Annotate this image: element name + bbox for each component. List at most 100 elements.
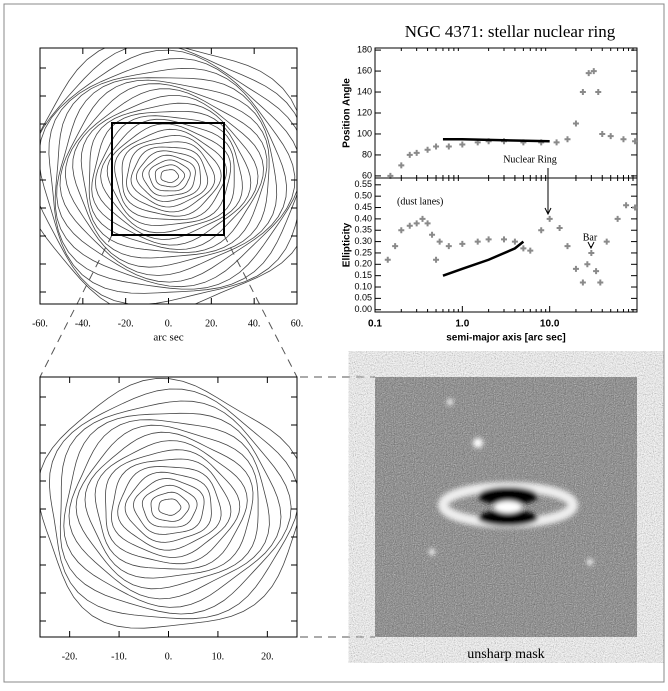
data-cross xyxy=(398,227,405,234)
contour-line xyxy=(40,49,297,294)
x-tick-label: 20. xyxy=(261,651,274,662)
plot-frame xyxy=(39,47,298,305)
annotation: (dust lanes) xyxy=(397,196,443,207)
x-tick-label: -40. xyxy=(75,318,91,329)
y-tick-label: 0.55 xyxy=(354,179,372,189)
data-cross xyxy=(572,120,579,127)
contour-line xyxy=(59,79,278,276)
x-axis-label: semi-major axis [arc sec] xyxy=(446,333,566,344)
contour-line xyxy=(91,111,252,246)
y-tick-label: 60 xyxy=(362,170,372,180)
x-tick-label: -60. xyxy=(32,318,48,329)
data-cross xyxy=(413,149,420,156)
y-tick-label: 0.50 xyxy=(354,191,372,201)
data-cross xyxy=(398,162,405,169)
contour-line xyxy=(126,141,216,213)
data-cross xyxy=(603,238,610,245)
y-tick-label: 0.05 xyxy=(354,293,372,303)
data-cross xyxy=(607,133,614,140)
contour-line xyxy=(80,95,264,253)
data-cross xyxy=(436,238,443,245)
data-cross xyxy=(538,227,545,234)
y-tick-label: 0.15 xyxy=(354,270,372,280)
x-tick-label: 0. xyxy=(165,651,173,662)
contour-line xyxy=(68,419,270,600)
y-axis-label: Ellipticity xyxy=(342,222,353,267)
data-cross xyxy=(485,236,492,243)
data-cross xyxy=(595,89,602,96)
contour-line xyxy=(106,123,232,227)
data-cross xyxy=(419,215,426,222)
contour-line xyxy=(75,424,259,590)
contour-line xyxy=(114,128,228,221)
y-axis-label: Position Angle xyxy=(342,78,353,148)
data-cross xyxy=(584,261,591,268)
data-cross xyxy=(527,247,534,254)
contour-line xyxy=(158,498,182,516)
data-cross xyxy=(572,265,579,272)
y-tick-label: 0.00 xyxy=(354,304,372,314)
data-cross xyxy=(579,89,586,96)
image-caption: unsharp mask xyxy=(467,647,544,662)
contour-line xyxy=(56,77,288,283)
annotation: Nuclear Ring xyxy=(503,154,557,165)
data-cross xyxy=(424,220,431,227)
data-cross xyxy=(597,279,604,286)
data-cross xyxy=(520,245,527,252)
data-cross xyxy=(632,138,639,145)
data-cross xyxy=(588,249,595,256)
data-cross xyxy=(546,215,553,222)
connectors xyxy=(39,234,375,638)
contour-line xyxy=(48,58,297,290)
contour-line xyxy=(150,491,190,522)
x-axis-label: arc sec xyxy=(153,332,183,344)
x-tick-label: 40. xyxy=(248,318,261,329)
contour-line xyxy=(105,449,241,565)
y-tick-label: 120 xyxy=(357,107,372,117)
contour-line xyxy=(141,484,198,528)
y-tick-label: 80 xyxy=(362,149,372,159)
contour-line xyxy=(160,169,179,184)
x-tick-label: 0. xyxy=(165,318,173,329)
contour-line xyxy=(94,440,248,570)
data-cross xyxy=(553,139,560,146)
data-cross xyxy=(406,222,413,229)
x-tick-label: 10.0 xyxy=(540,319,560,330)
contour-line xyxy=(54,67,296,288)
data-cross xyxy=(614,215,621,222)
y-tick-label: 0.40 xyxy=(354,213,372,223)
data-cross xyxy=(459,240,466,247)
contour-line xyxy=(84,431,254,579)
data-cross xyxy=(429,231,436,238)
data-cross xyxy=(599,130,606,137)
x-tick-label: 20. xyxy=(205,318,218,329)
data-cross xyxy=(511,238,518,245)
y-tick-label: 0.20 xyxy=(354,259,372,269)
x-tick-label: 10. xyxy=(212,651,225,662)
data-cross xyxy=(392,243,399,250)
contour-line xyxy=(148,159,191,192)
data-cross xyxy=(564,243,571,250)
data-cross xyxy=(445,243,452,250)
data-cross xyxy=(593,268,600,275)
contour-line xyxy=(72,88,268,259)
x-tick-label: -20. xyxy=(62,651,78,662)
model-line xyxy=(442,137,550,143)
contour-line xyxy=(94,115,243,240)
contour-line xyxy=(40,378,297,629)
model-line xyxy=(442,240,525,277)
contour-line xyxy=(154,164,186,188)
contour-line xyxy=(121,134,222,217)
y-tick-label: 100 xyxy=(357,128,372,138)
contour-line xyxy=(63,412,282,608)
data-cross xyxy=(564,136,571,143)
y-tick-label: 140 xyxy=(357,86,372,96)
plot-frame xyxy=(374,177,638,313)
data-cross xyxy=(459,141,466,148)
contour-line xyxy=(133,478,205,535)
y-tick-label: 0.35 xyxy=(354,225,372,235)
contour-line xyxy=(117,466,222,551)
x-tick-label: 0.1 xyxy=(368,319,382,330)
data-cross xyxy=(556,224,563,231)
contour-line xyxy=(100,118,235,234)
